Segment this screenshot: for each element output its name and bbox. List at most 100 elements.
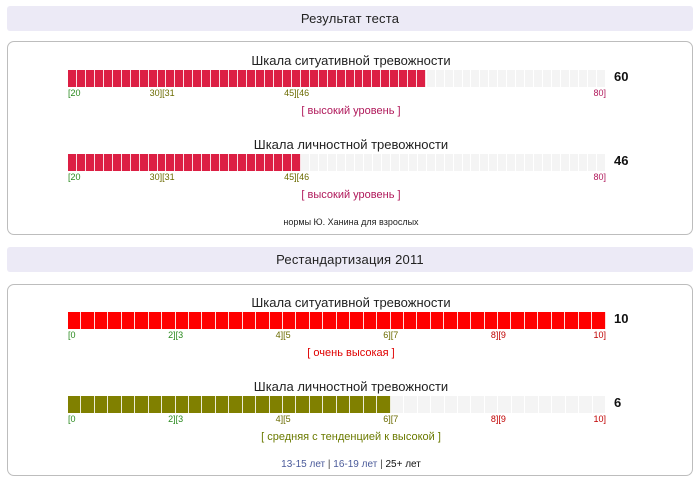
bar-fill (68, 70, 427, 87)
bar-cell (283, 396, 297, 413)
scale-tick-label: 30][31 (149, 88, 175, 98)
bar-cell (94, 396, 109, 413)
bar-cell (336, 70, 346, 87)
bar-cell (139, 154, 149, 171)
bar-cell (166, 154, 176, 171)
bar-cell (457, 312, 472, 329)
bar-cell (108, 396, 122, 413)
norms-note: нормы Ю. Ханина для взрослых (283, 217, 419, 227)
scale-tick-label: 30][31 (149, 172, 175, 182)
bar-cell (471, 312, 485, 329)
bar-track-cell (391, 396, 405, 413)
bar-cell (184, 70, 194, 87)
bar-cell (202, 154, 212, 171)
bar-track-cell (534, 70, 544, 87)
bar-track-cell (489, 154, 499, 171)
bar-cell (94, 312, 109, 329)
bar-cell (291, 70, 301, 87)
scale-bar (68, 312, 606, 329)
bar-cell (363, 70, 373, 87)
bar-cell (220, 70, 230, 87)
bar-cell (76, 154, 86, 171)
bar-cell (135, 312, 149, 329)
bar-cell (323, 396, 337, 413)
scale-tick-label: 8][9 (490, 330, 506, 340)
bar-track-cell (436, 154, 445, 171)
bar-track-cell (579, 70, 589, 87)
bar-cell (202, 70, 212, 87)
bar-cell (166, 70, 176, 87)
bar-cell (121, 396, 136, 413)
age-group-link[interactable]: 16-19 лет (333, 459, 378, 470)
bar-cell (318, 70, 328, 87)
age-group-link: 25+ лет (385, 459, 421, 470)
scale-tick-label: [0 (68, 414, 76, 424)
bar-cell (327, 70, 337, 87)
bar-track-cell (593, 396, 606, 413)
bar-track-cell (445, 154, 454, 171)
bar-cell (377, 312, 391, 329)
bar-track-cell (516, 70, 526, 87)
bar-track-cell (310, 154, 320, 171)
bar-cell (372, 70, 382, 87)
bar-cell (484, 312, 498, 329)
scale-title: Шкала ситуативной тревожности (251, 53, 451, 68)
scale-level: [ высокий уровень ] (301, 105, 401, 117)
bar-cell (345, 70, 355, 87)
scale-score: 60 (614, 69, 629, 84)
bar-cell (175, 312, 189, 329)
scale-tick-label: [20 (68, 88, 81, 98)
bar-cell (238, 154, 248, 171)
bar-track-cell (301, 154, 311, 171)
bar-track-cell (525, 70, 535, 87)
bar-track-cell (418, 396, 432, 413)
bar-cell (211, 154, 221, 171)
scale-personal: Шкала личностной тревожности 46 [ высоки… (8, 137, 694, 217)
age-group-link[interactable]: 13-15 лет (281, 459, 326, 470)
bar-cell (94, 154, 104, 171)
bar-cell (130, 154, 140, 171)
bar-cell (81, 312, 95, 329)
bar-track-cell (472, 396, 485, 413)
bar-track-cell (543, 154, 553, 171)
section-header-result: Результат теста (7, 6, 693, 31)
scale-tick-label: 45][46 (284, 88, 310, 98)
scale-title: Шкала личностной тревожности (253, 379, 449, 394)
restandard-panel: Шкала ситуативной тревожности 10 [ очень… (7, 284, 693, 476)
scale-level: [ средняя с тенденцией к высокой ] (261, 431, 441, 443)
bar-cell (121, 154, 131, 171)
bar-track-cell (382, 154, 391, 171)
bar-cell (565, 312, 579, 329)
section-title-result: Результат теста (300, 11, 400, 26)
bar-cell (130, 70, 140, 87)
scale-tick-label: 6][7 (383, 330, 399, 340)
bar-cell (336, 396, 351, 413)
scale-level: [ высокий уровень ] (301, 189, 401, 201)
bar-cell (296, 396, 310, 413)
bar-cell (551, 312, 566, 329)
bar-track-cell (364, 154, 373, 171)
bar-track-cell (458, 396, 472, 413)
bar-cell (157, 70, 167, 87)
bar-cell (403, 312, 418, 329)
scale-situational: Шкала ситуативной тревожности 60 [ высок… (8, 53, 694, 133)
bar-cell (363, 312, 378, 329)
bar-track-cell (427, 154, 436, 171)
bar-cell (390, 312, 404, 329)
bar-cell (296, 312, 310, 329)
bar-cell (162, 396, 176, 413)
bar-cell (112, 154, 122, 171)
bar-track-cell (516, 154, 526, 171)
bar-cell (377, 396, 391, 413)
bar-cell (202, 396, 216, 413)
bar-track-cell (525, 154, 535, 171)
bar-cell (399, 70, 409, 87)
bar-track-cell (472, 154, 481, 171)
scale-tick-label: 4][5 (275, 414, 291, 424)
bar-track-cell (346, 154, 355, 171)
bar-cell (363, 396, 378, 413)
bar-track-cell (436, 70, 445, 87)
bar-cell (112, 70, 122, 87)
bar-cell (148, 396, 163, 413)
bar-track-cell (543, 70, 553, 87)
